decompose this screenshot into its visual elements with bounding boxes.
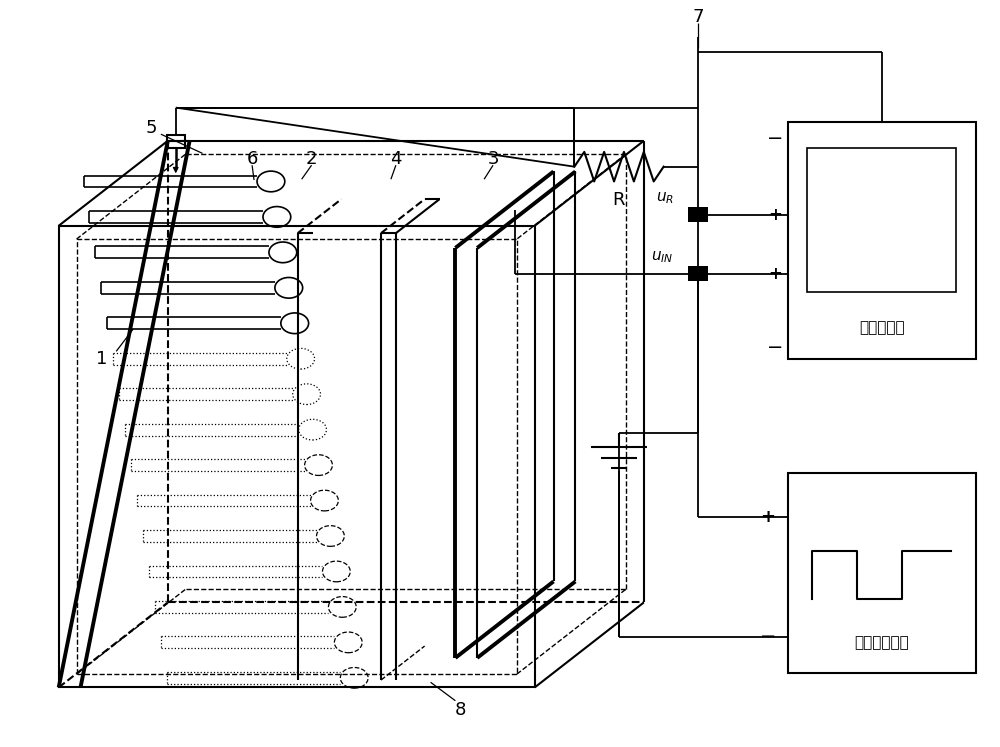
Text: 1: 1	[96, 350, 107, 368]
Text: 8: 8	[455, 701, 466, 719]
Text: $u_R$: $u_R$	[656, 190, 674, 206]
Text: −: −	[767, 129, 783, 148]
Text: 4: 4	[390, 150, 402, 168]
Text: 5: 5	[145, 120, 157, 137]
Text: −: −	[760, 627, 776, 646]
Bar	[688, 208, 708, 222]
Text: 6: 6	[246, 150, 258, 168]
Text: 2: 2	[306, 150, 317, 168]
Text: −: −	[767, 338, 783, 357]
Text: 3: 3	[487, 150, 499, 168]
Text: +: +	[768, 264, 782, 283]
Bar	[59, 226, 535, 687]
Text: R: R	[613, 191, 625, 209]
Bar	[788, 473, 976, 672]
Text: 双踪示波器: 双踪示波器	[859, 320, 905, 335]
Text: 高压脉冲电源: 高压脉冲电源	[854, 636, 909, 651]
Bar	[688, 267, 708, 281]
Bar	[807, 148, 956, 292]
Bar	[77, 239, 517, 674]
Text: +: +	[768, 205, 782, 223]
Text: +: +	[760, 508, 775, 526]
Text: 7: 7	[693, 7, 704, 25]
Bar	[788, 123, 976, 359]
Bar	[167, 135, 185, 148]
Text: $u_{IN}$: $u_{IN}$	[651, 249, 674, 265]
